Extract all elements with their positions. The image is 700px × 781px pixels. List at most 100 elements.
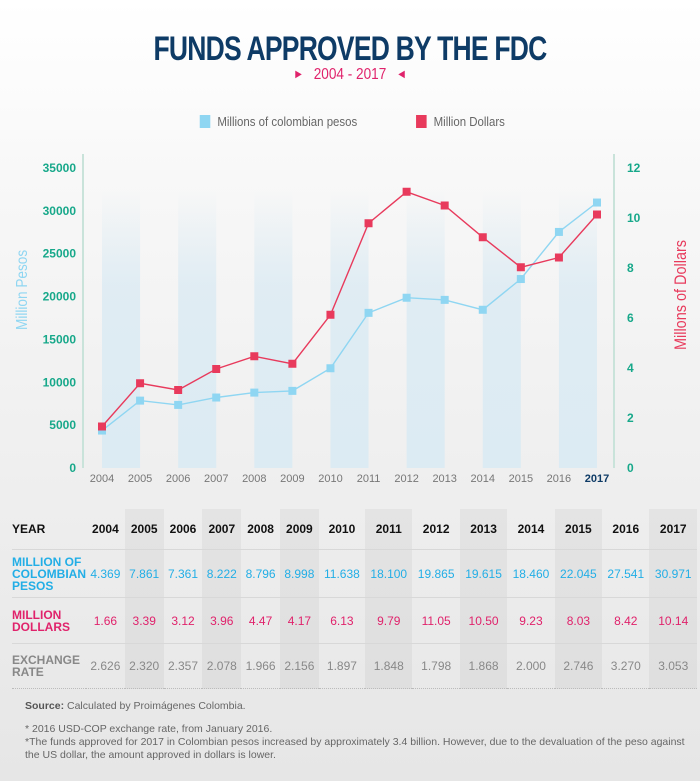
row-label-dollars: MILLION DOLLARS [12,597,86,644]
data-point-dollars [554,253,563,262]
left-axis-ticks: 0 5000 10000 15000 20000 25000 30000 35000 [43,161,77,475]
footnote-1: * 2016 USD-COP exchange rate, from Janua… [25,723,273,735]
data-point-pesos [174,400,183,409]
rate-cell: 3.053 [649,643,697,689]
year-cell: 2008 [241,509,280,550]
data-point-pesos [326,364,335,373]
pesos-cell: 8.998 [279,549,319,598]
background-band [406,190,445,468]
right-tick-label: 2 [627,411,634,425]
left-tick-label: 10000 [43,375,77,389]
x-tick-label: 2009 [280,473,304,485]
dollars-cell: 3.39 [124,597,164,644]
dollars-cell: 1.66 [86,597,125,644]
background-band [558,190,597,468]
data-point-dollars [136,379,145,388]
triangle-left-icon: ◀ [398,69,405,80]
x-tick-label: 2016 [547,473,571,485]
rate-cell: 1.798 [412,643,460,689]
data-point-pesos [98,426,106,435]
rate-cell: 2.156 [279,643,319,689]
table-row-year: YEAR 2004 2005 2006 2007 2008 2009 2010 2011 201… [12,509,697,550]
dollars-cell: 11.05 [412,597,460,644]
legend-item-dollars: Million Dollars [416,114,505,129]
rate-cell: 1.897 [318,643,366,689]
data-point-dollars [516,263,525,272]
dollars-cell: 4.17 [279,597,319,644]
rate-cell: 1.966 [241,643,280,689]
background-band [254,190,293,468]
row-label-line: RATE [12,665,44,679]
data-point-pesos [516,275,525,284]
background-band [178,190,217,468]
pesos-cell: 18.100 [365,549,413,598]
x-tick-label: 2011 [357,473,381,485]
dollars-cell: 9.79 [365,597,413,644]
data-point-pesos [250,388,259,397]
year-cell: 2004 [86,509,125,550]
left-tick-label: 25000 [43,247,77,261]
rate-cell: 2.000 [507,643,555,689]
left-tick-label: 30000 [43,204,77,218]
right-tick-label: 6 [627,311,634,325]
table-row-dollars: MILLION DOLLARS 1.66 3.39 3.12 3.96 4.47 4.17 6… [12,597,697,644]
year-cell: 2007 [202,509,242,550]
year-cell: 2010 [318,509,366,550]
data-point-dollars [440,201,449,210]
right-tick-label: 4 [627,361,634,375]
pesos-cell: 22.045 [554,549,603,598]
data-point-dollars [326,310,335,319]
data-point-pesos [593,198,601,207]
pesos-cell: 7.861 [124,549,164,598]
data-point-dollars [174,386,183,394]
dollars-cell: 3.12 [163,597,203,644]
page-title: FUNDS APPROVED BY THE FDC [153,30,547,68]
right-tick-label: 10 [627,211,641,225]
pesos-cell: 19.865 [412,549,460,598]
data-point-dollars [593,210,601,219]
year-cell: 2015 [554,509,603,550]
rate-cell: 1.848 [365,643,413,689]
data-point-pesos [288,386,297,395]
right-tick-label: 12 [627,161,641,175]
left-tick-label: 15000 [43,332,77,346]
x-tick-label: 2013 [432,473,456,485]
dollars-cell: 9.23 [507,597,555,644]
dollars-cell: 8.42 [602,597,650,644]
pesos-cell: 8.796 [241,549,280,598]
data-point-pesos [212,393,221,402]
row-label-year: YEAR [12,509,86,550]
data-point-pesos [364,308,373,317]
x-tick-label: 2004 [90,473,114,485]
row-label-line: MILLION [12,607,62,622]
legend-label-pesos: Millions of colombian pesos [217,114,358,129]
triangle-right-icon: ▶ [295,69,302,80]
x-tick-label: 2017 [585,473,609,485]
legend-item-pesos: Millions of colombian pesos [199,114,358,129]
subtitle-text: 2004 - 2017 [313,66,387,83]
row-label-pesos: MILLION OF COLOMBIAN PESOS [12,549,86,598]
data-point-dollars [364,219,373,228]
x-tick-label: 2010 [318,473,342,485]
source-text: Calculated by Proimágenes Colombia. [64,700,246,712]
pesos-cell: 11.638 [318,549,366,598]
series-line-pesos [101,201,598,432]
left-tick-label: 0 [69,461,76,475]
rate-cell: 2.746 [554,643,603,689]
row-label-line: EXCHANGE [12,653,81,667]
footnote-2: *The funds approved for 2017 in Colombia… [25,736,685,761]
x-tick-label: 2012 [394,473,418,485]
row-label-rate: EXCHANGE RATE [12,643,86,689]
row-label-line: DOLLARS [12,619,70,634]
year-cell: 2011 [365,509,413,550]
legend-swatch-pesos [199,115,211,128]
data-point-pesos [136,396,145,405]
right-tick-label: 8 [627,261,634,275]
line-chart: 0 5000 10000 15000 20000 25000 30000 35000 0 2 4 6… [43,154,641,485]
data-point-dollars [212,365,221,373]
x-tick-label: 2005 [128,473,152,485]
table-row-pesos: MILLION OF COLOMBIAN PESOS 4.369 7.861 7.361… [12,549,697,598]
pesos-cell: 4.369 [86,549,125,598]
source-label: Source: [25,700,65,712]
pesos-cell: 8.222 [202,549,242,598]
